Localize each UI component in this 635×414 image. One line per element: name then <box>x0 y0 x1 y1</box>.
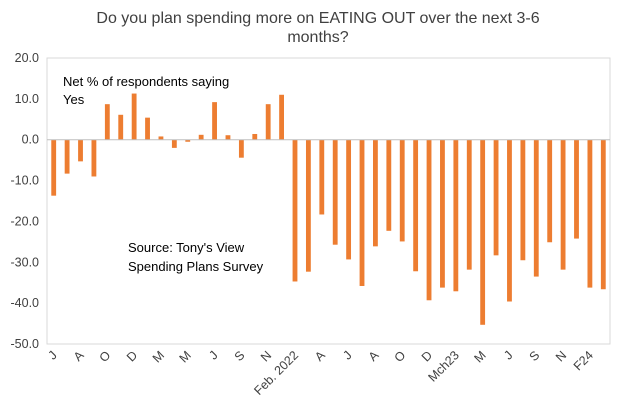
bar <box>225 135 231 140</box>
bar <box>91 139 97 177</box>
bar <box>104 104 110 140</box>
bar <box>399 139 405 242</box>
bars <box>51 93 606 325</box>
bar <box>238 139 244 158</box>
y-tick-label: -30.0 <box>11 255 40 269</box>
bar <box>507 139 512 302</box>
bar <box>386 139 392 231</box>
x-tick-label: J <box>501 348 515 362</box>
y-tick-label: 0.0 <box>22 133 39 147</box>
x-tick-label: A <box>71 348 87 364</box>
x-tick-label: A <box>366 348 382 364</box>
x-tick-label: F24 <box>571 348 596 373</box>
bar <box>171 139 177 148</box>
bar <box>600 139 606 290</box>
y-tick-label: 20.0 <box>15 51 39 65</box>
bar <box>265 104 271 140</box>
bar <box>574 139 579 239</box>
x-tick-label: D <box>124 348 140 364</box>
x-tick-label: D <box>419 348 435 364</box>
x-tick-label: A <box>312 348 328 364</box>
bar <box>198 134 204 140</box>
bar <box>131 93 137 140</box>
bar <box>547 139 553 243</box>
y-tick-label: -40.0 <box>11 296 40 310</box>
bar <box>118 114 124 140</box>
x-tick-label: S <box>232 348 248 364</box>
plot-area <box>46 57 611 345</box>
y-tick-label: -50.0 <box>11 337 40 351</box>
x-tick-label: N <box>553 348 569 364</box>
bar <box>359 139 365 286</box>
y-tick-label: 10.0 <box>15 92 39 106</box>
bar <box>466 139 472 270</box>
bar <box>212 102 217 140</box>
x-tick-label: M <box>472 348 489 365</box>
bar <box>332 139 338 245</box>
bar <box>440 139 445 288</box>
chart-title-line-2: months? <box>287 29 348 46</box>
x-tick-label: O <box>97 348 114 365</box>
bar <box>64 139 70 174</box>
bar <box>279 94 284 140</box>
y-tick-label: -10.0 <box>11 174 40 188</box>
bar <box>185 139 191 142</box>
bar <box>145 117 150 140</box>
source-line-2: Spending Plans Survey <box>128 259 264 274</box>
bar <box>252 133 258 140</box>
x-tick-label: J <box>46 348 60 362</box>
annotation-line-2: Yes <box>63 92 85 107</box>
chart-title-line-1: Do you plan spending more on EATING OUT … <box>96 10 539 27</box>
x-tick-label: M <box>150 348 167 365</box>
x-tick-label: S <box>527 348 543 364</box>
bar <box>426 139 432 301</box>
bar <box>78 139 83 162</box>
x-tick-label: Mch23 <box>426 348 462 384</box>
bar <box>587 139 593 288</box>
bar <box>413 139 419 272</box>
x-tick-label: N <box>258 348 274 364</box>
bar <box>493 139 499 256</box>
bar <box>292 139 298 282</box>
bar <box>520 139 526 261</box>
annotation-line-1: Net % of respondents saying <box>63 74 229 89</box>
x-tick-label: M <box>177 348 194 365</box>
x-tick-label: J <box>340 348 354 362</box>
bar <box>373 139 378 247</box>
source-line-1: Source: Tony's View <box>128 240 245 255</box>
bar <box>533 139 539 277</box>
bar <box>480 139 486 325</box>
x-tick-label: O <box>392 348 409 365</box>
x-tick-label: J <box>206 348 220 362</box>
y-axis-ticks: 20.0 10.0 0.0 -10.0 -20.0 -30.0 -40.0 -50.0 <box>11 51 40 351</box>
bar <box>453 139 459 292</box>
bar <box>305 139 311 272</box>
bar <box>560 139 566 270</box>
bar <box>51 139 57 196</box>
bar <box>319 139 325 215</box>
bar <box>158 136 164 140</box>
y-tick-label: -20.0 <box>11 214 40 228</box>
bar <box>346 139 352 260</box>
